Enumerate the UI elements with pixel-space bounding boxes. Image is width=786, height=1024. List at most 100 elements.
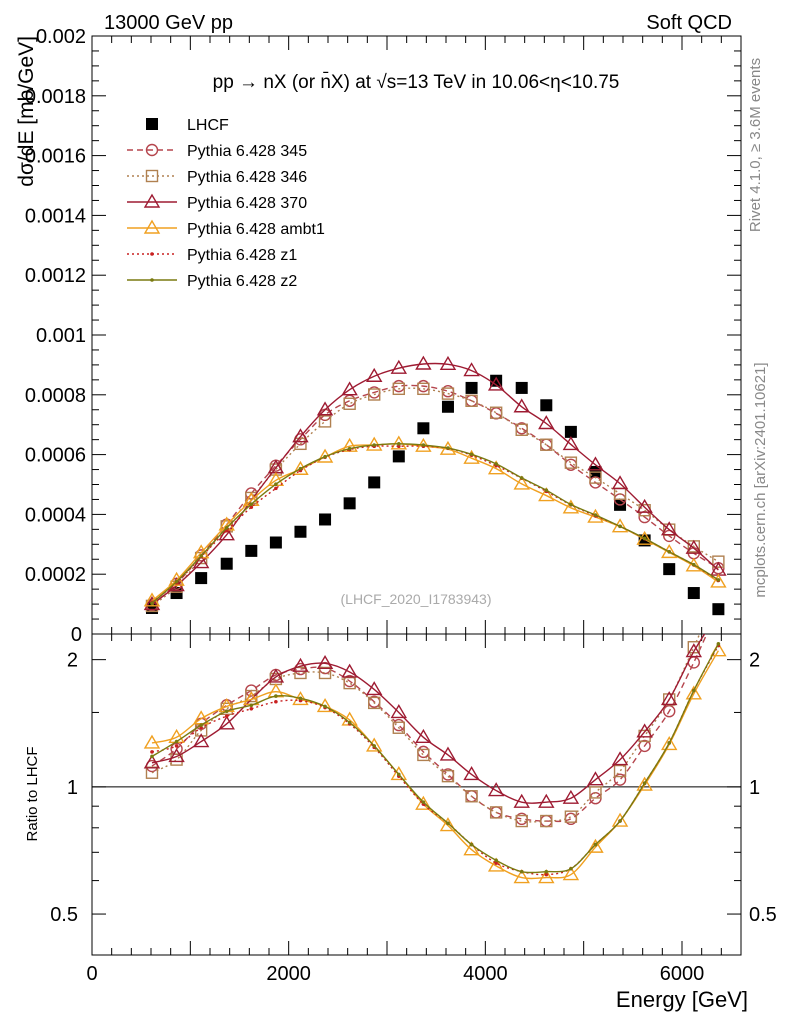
series-pythia-6-428-346 (145, 382, 725, 613)
x-axis-label: Energy [GeV] (616, 987, 748, 1012)
legend-entry: Pythia 6.428 ambt1 (127, 219, 325, 238)
ratio-point-pythia-6-428-ambt1 (538, 869, 555, 884)
ratio-point-pythia-6-428-370 (415, 728, 432, 743)
ratio-point-pythia-6-428-z2 (569, 866, 573, 871)
ratio-point-pythia-6-428-370 (218, 715, 235, 730)
ratio-point-pythia-6-428-z2 (469, 842, 474, 847)
ratio-line-pythia-6-428-z2 (151, 643, 720, 874)
data-point-pythia-6-428-370 (660, 521, 678, 536)
ratio-point-pythia-6-428-z1 (274, 699, 278, 704)
data-point-pythia-6-428-ambt1 (611, 518, 629, 533)
data-point-pythia-6-428-370 (587, 456, 604, 471)
data-point-pythia-6-428-345 (441, 385, 455, 398)
legend-marker (145, 143, 159, 157)
ratio-point-pythia-6-428-370 (390, 704, 408, 719)
ratio-series-pythia-6-428-370 (143, 634, 706, 808)
ratio-point-pythia-6-428-z2 (199, 723, 203, 727)
data-point-pythia-6-428-z2 (692, 562, 696, 567)
ratio-point-pythia-6-428-ambt1 (660, 736, 678, 751)
main-y-tick-label: 0.0014 (25, 205, 86, 227)
data-point-pythia-6-428-z2 (372, 443, 377, 447)
ratio-point-pythia-6-428-370 (587, 771, 604, 786)
data-point-pythia-6-428-z2 (642, 536, 647, 541)
main-y-tick-label-zero: 0 (71, 624, 82, 646)
ratio-point-pythia-6-428-370 (487, 782, 505, 797)
ratio-point-pythia-6-428-370 (267, 668, 285, 683)
ratio-y-tick-label: 0.5 (50, 904, 78, 926)
ratio-point-pythia-6-428-370 (168, 748, 185, 763)
data-point-lhcf (294, 525, 307, 538)
data-point-pythia-6-428-z2 (618, 524, 622, 529)
ratio-point-pythia-6-428-ambt1 (415, 795, 432, 810)
data-point-pythia-6-428-370 (513, 398, 530, 413)
data-point-lhcf (343, 497, 356, 510)
ratio-point-pythia-6-428-346 (638, 729, 651, 743)
ratio-point-pythia-6-428-z1 (174, 744, 179, 748)
ratio-point-pythia-6-428-370 (538, 793, 555, 808)
data-point-pythia-6-428-z2 (569, 502, 573, 507)
ratio-point-pythia-6-428-345 (392, 718, 405, 732)
data-point-pythia-6-428-z2 (446, 446, 450, 450)
ratio-point-pythia-6-428-ambt1 (636, 776, 653, 791)
ratio-point-pythia-6-428-z2 (347, 720, 352, 725)
data-point-pythia-6-428-346 (489, 406, 503, 419)
main-y-tick-label: 0.002 (36, 26, 86, 48)
main-series-group (143, 355, 727, 616)
ratio-point-pythia-6-428-345 (663, 705, 676, 718)
header-left: 13000 GeV pp (104, 12, 233, 34)
ratio-point-pythia-6-428-346 (564, 810, 578, 823)
ratio-point-pythia-6-428-z2 (397, 772, 401, 777)
header-right: Soft QCD (646, 12, 732, 34)
ratio-point-pythia-6-428-370 (365, 681, 383, 696)
legend-label: Pythia 6.428 346 (187, 169, 307, 186)
ratio-point-pythia-6-428-370 (660, 691, 678, 706)
data-point-lhcf (195, 572, 208, 585)
data-point-pythia-6-428-370 (292, 428, 309, 443)
main-x-ticks (91, 36, 742, 634)
mcplots-label: mcplots.cern.ch [arXiv:2401.10621] (752, 362, 769, 597)
data-point-pythia-6-428-z2 (469, 452, 474, 457)
data-point-pythia-6-428-z2 (421, 443, 426, 447)
data-point-pythia-6-428-346 (343, 397, 356, 410)
series-line-pythia-6-428-z2 (151, 443, 719, 604)
ratio-point-pythia-6-428-z1 (544, 872, 549, 877)
data-point-lhcf (515, 381, 528, 394)
ratio-point-pythia-6-428-345 (613, 773, 627, 786)
ratio-point-pythia-6-428-z2 (274, 694, 278, 698)
ratio-point-pythia-6-428-z2 (446, 821, 450, 826)
ratio-y-axis-label: Ratio to LHCF (24, 746, 41, 841)
ratio-panel: 0.5 0.5 1 1 2 2 0 2000 4000 6000 Ratio to LHCF En… (24, 633, 777, 1012)
ratio-point-pythia-6-428-346 (318, 666, 332, 680)
ratio-point-pythia-6-428-z2 (150, 754, 154, 759)
ratio-point-pythia-6-428-z1 (494, 861, 498, 865)
series-line-pythia-6-428-z1 (151, 445, 719, 603)
data-point-pythia-6-428-z2 (347, 446, 352, 451)
data-point-pythia-6-428-346 (540, 438, 553, 451)
ratio-point-pythia-6-428-346 (613, 764, 627, 778)
ratio-y-tick-label: 1 (67, 777, 78, 799)
ratio-point-pythia-6-428-346 (392, 721, 405, 734)
ratio-point-pythia-6-428-z1 (199, 725, 203, 730)
ratio-point-pythia-6-428-z2 (224, 709, 229, 714)
x-tick-label: 4000 (463, 963, 508, 985)
data-point-pythia-6-428-z2 (593, 513, 598, 517)
legend-label: Pythia 6.428 370 (187, 195, 307, 212)
data-point-lhcf (540, 399, 553, 412)
series-line-pythia-6-428-370 (151, 362, 719, 605)
ratio-point-pythia-6-428-ambt1 (439, 817, 457, 832)
main-y-tick-label: 0.0016 (25, 146, 86, 168)
data-point-pythia-6-428-z2 (249, 502, 254, 507)
ratio-point-pythia-6-428-z1 (150, 750, 154, 754)
ratio-point-pythia-6-428-z2 (618, 819, 622, 823)
data-point-pythia-6-428-ambt1 (660, 543, 678, 559)
data-point-pythia-6-428-z2 (298, 466, 303, 471)
data-point-pythia-6-428-370 (636, 498, 653, 513)
data-point-pythia-6-428-ambt1 (390, 435, 408, 450)
data-point-pythia-6-428-z2 (716, 578, 721, 582)
legend-marker (146, 118, 158, 130)
data-point-pythia-6-428-370 (562, 436, 580, 451)
legend-entry: Pythia 6.428 345 (127, 143, 307, 160)
legend-entry: Pythia 6.428 z1 (127, 247, 297, 264)
legend-marker (150, 252, 154, 256)
ratio-point-pythia-6-428-346 (465, 790, 478, 803)
